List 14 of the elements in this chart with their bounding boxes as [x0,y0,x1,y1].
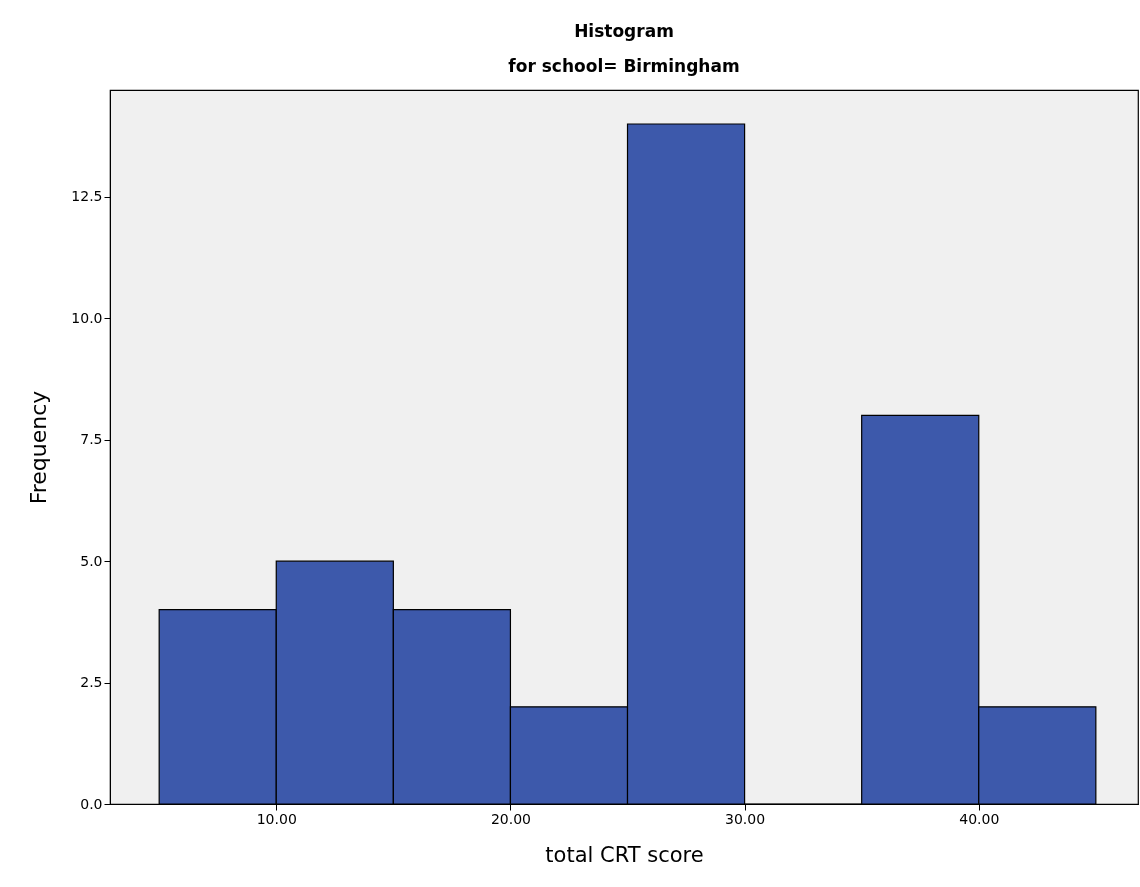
x-axis-title: total CRT score [545,842,704,867]
y-tick-label: 10.0 [71,309,103,326]
chart-subtitle: for school= Birmingham [508,56,740,76]
y-tick-label: 5.0 [80,552,103,569]
x-tick-label: 20.00 [490,810,531,827]
chart-title: Histogram [574,21,674,41]
x-tick-label: 10.00 [256,810,297,827]
y-tick-label: 2.5 [80,674,103,691]
y-tick-label: 7.5 [80,431,103,448]
x-tick-label: 30.00 [725,810,766,827]
y-axis-title: Frequency [26,390,52,505]
y-tick-label: 0.0 [80,795,103,812]
x-tick-label: 40.00 [959,810,1000,827]
y-tick-label: 12.5 [71,188,103,205]
